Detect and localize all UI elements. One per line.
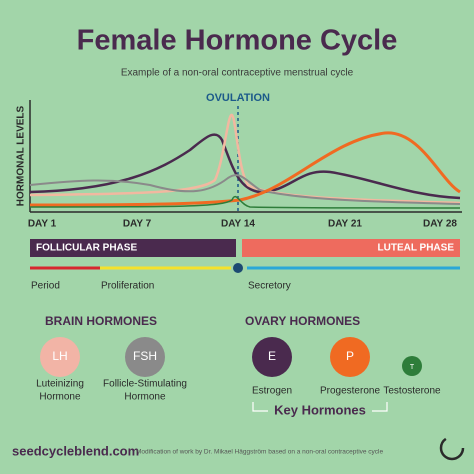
ovulation-dot: [233, 263, 243, 273]
subtitle: Example of a non-oral contraceptive mens…: [121, 68, 354, 79]
follicular-bar: [30, 239, 236, 257]
key-bracket: [252, 402, 388, 412]
stage-label: Secretory: [248, 281, 291, 292]
title: Female Hormone Cycle: [77, 25, 398, 57]
hormone-name: Testosterone: [383, 386, 441, 397]
lh-curve: [29, 113, 461, 205]
hormone-name: Progesterone: [320, 386, 380, 397]
fsh-circle: [125, 337, 165, 377]
hormone-abbr: FSH: [133, 349, 157, 363]
stage-label: Proliferation: [101, 281, 154, 292]
hormone-name: Hormone: [39, 392, 81, 403]
day-label: DAY 1: [28, 219, 57, 230]
progesterone-circle: [330, 337, 370, 377]
day-label: DAY 14: [221, 219, 255, 230]
hormone-abbr: T: [410, 364, 415, 371]
progesterone-curve: [29, 131, 461, 207]
estrogen-circle: [252, 337, 292, 377]
day-label: DAY 21: [328, 219, 362, 230]
fsh-curve: [29, 174, 461, 205]
lh-circle: [40, 337, 80, 377]
hormone-name: Hormone: [124, 392, 166, 403]
estrogen-curve: [29, 133, 461, 200]
testosterone-curve: [29, 195, 461, 209]
hormone-name: Luteinizing: [36, 379, 84, 390]
key-label: Key Hormones: [274, 402, 366, 417]
ovulation-label: OVULATION: [206, 92, 270, 104]
ovary-heading: OVARY HORMONES: [245, 314, 360, 328]
y-axis-label: HORMONAL LEVELS: [16, 105, 27, 206]
day-label: DAY 7: [123, 219, 152, 230]
day-label: DAY 28: [423, 219, 457, 230]
testosterone-circle: [402, 356, 422, 376]
site-link[interactable]: seedcycleblend.com: [12, 443, 139, 458]
stage-label: Period: [31, 281, 60, 292]
brain-heading: BRAIN HORMONES: [45, 314, 157, 328]
hormone-abbr: E: [268, 349, 276, 363]
hormone-abbr: P: [346, 349, 354, 363]
hormone-name: Estrogen: [252, 386, 292, 397]
credit: Modification of work by Dr. Mikael Häggs…: [136, 449, 383, 456]
phase-label: LUTEAL PHASE: [378, 243, 455, 254]
logo: [439, 435, 465, 461]
luteal-bar: [242, 239, 460, 257]
phase-label: FOLLICULAR PHASE: [36, 243, 137, 254]
hormone-name: Follicle-Stimulating: [103, 379, 187, 390]
hormone-abbr: LH: [52, 349, 67, 363]
